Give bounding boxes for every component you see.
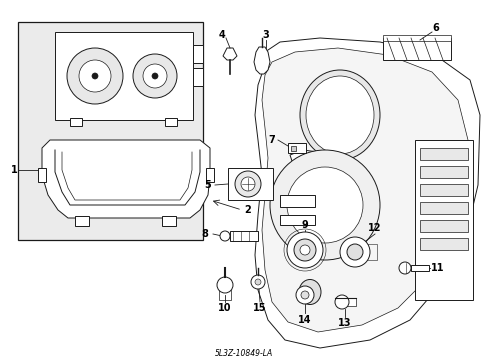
Bar [219,290,230,300]
Text: 8: 8 [201,229,208,239]
Text: 7: 7 [268,135,275,145]
Circle shape [250,275,264,289]
Circle shape [217,277,232,293]
Circle shape [286,167,362,243]
Circle shape [299,245,309,255]
Text: 15: 15 [253,303,266,313]
Text: 5L3Z-10849-LA: 5L3Z-10849-LA [214,350,273,359]
Text: 3: 3 [262,30,269,40]
Polygon shape [42,140,209,218]
Polygon shape [253,47,269,74]
Polygon shape [287,150,361,260]
Bar [280,215,314,225]
Bar [280,195,314,207]
Text: 14: 14 [298,315,311,325]
Bar [419,166,467,178]
Bar [382,35,450,41]
Text: 1: 1 [11,165,18,175]
Bar [55,32,193,120]
Bar [354,244,376,260]
Text: 10: 10 [218,303,231,313]
Circle shape [339,237,369,267]
Bar [205,168,214,182]
Bar [419,148,467,160]
Circle shape [142,64,167,88]
Circle shape [220,231,229,241]
Polygon shape [223,48,237,60]
Ellipse shape [298,279,320,305]
Text: 6: 6 [432,23,439,33]
Circle shape [241,177,254,191]
Bar [227,168,272,200]
Bar [341,298,355,306]
Bar [38,168,46,182]
Bar [164,118,177,126]
Bar [419,238,467,250]
Circle shape [295,286,313,304]
Circle shape [293,239,315,261]
Text: 4: 4 [218,30,225,40]
Circle shape [301,291,308,299]
Bar [193,68,203,86]
Circle shape [286,232,323,268]
Circle shape [235,171,261,197]
Circle shape [79,60,111,92]
Bar [382,38,450,60]
Bar [290,146,295,151]
Bar [229,231,258,241]
Text: 13: 13 [338,318,351,328]
Polygon shape [254,38,479,348]
Circle shape [92,73,98,79]
Bar [162,216,176,226]
Bar [419,184,467,196]
Text: 9: 9 [301,220,308,230]
Ellipse shape [299,70,379,160]
Bar [18,22,203,240]
Bar [193,45,203,63]
Text: 11: 11 [430,263,444,273]
Circle shape [133,54,177,98]
Bar [414,140,472,300]
Circle shape [346,244,362,260]
Circle shape [152,73,158,79]
Bar [419,202,467,214]
Bar [70,118,82,126]
Bar [410,265,428,271]
Circle shape [67,48,123,104]
Circle shape [334,295,348,309]
Ellipse shape [305,76,373,154]
Circle shape [398,262,410,274]
Text: 5: 5 [204,180,211,190]
Polygon shape [262,48,467,332]
Bar [75,216,89,226]
Circle shape [269,150,379,260]
Bar [287,143,305,153]
Text: 2: 2 [244,205,251,215]
Bar [419,220,467,232]
Circle shape [254,279,261,285]
Text: 12: 12 [367,223,381,233]
